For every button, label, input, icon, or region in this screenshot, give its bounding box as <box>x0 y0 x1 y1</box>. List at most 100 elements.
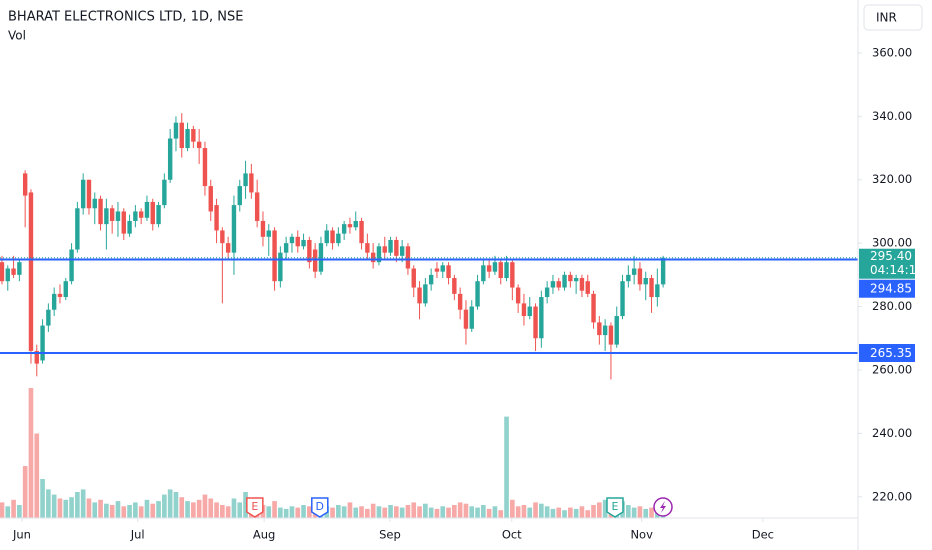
candle-body <box>631 268 637 275</box>
candle-body <box>208 186 213 212</box>
x-tick-label: Oct <box>502 528 522 542</box>
candle-body <box>614 316 619 345</box>
candle-body <box>278 252 283 282</box>
volume-bar <box>225 506 231 518</box>
candle-body <box>34 350 39 364</box>
candle-body <box>469 306 474 329</box>
price-tag <box>859 343 915 362</box>
volume-bar <box>231 498 237 518</box>
candle-body <box>475 281 480 307</box>
volume-bar <box>585 510 591 518</box>
volume-bar <box>527 507 533 518</box>
candle-body <box>573 278 579 282</box>
volume-bar <box>173 492 179 518</box>
candle-body <box>643 278 648 285</box>
volume-bar <box>556 507 562 518</box>
volume-bar <box>185 501 190 518</box>
candle-body <box>289 236 295 244</box>
volume-bar <box>649 507 654 518</box>
currency-label[interactable]: INR <box>876 11 897 25</box>
candle-body <box>109 208 115 221</box>
alert-bolt[interactable] <box>660 501 666 513</box>
candle-body <box>568 274 573 282</box>
volume-bar <box>539 503 544 518</box>
candle-body <box>463 309 469 329</box>
volume-bar <box>104 503 109 518</box>
volume-bar <box>208 498 214 518</box>
volume-bar <box>353 507 359 518</box>
volume-bar <box>533 502 538 518</box>
volume-bar <box>637 506 643 518</box>
candle-body <box>602 325 608 336</box>
candle-body <box>434 268 440 272</box>
candle-body <box>359 220 364 244</box>
x-tick-label: Jun <box>12 528 31 542</box>
x-tick-label: Nov <box>630 528 653 542</box>
volume-bar <box>341 506 347 518</box>
x-tick-label: Jul <box>130 528 145 542</box>
volume-bar <box>80 489 86 518</box>
volume-bar <box>144 499 150 518</box>
volume-bar <box>0 502 5 518</box>
candle-body <box>191 129 196 142</box>
candle-body <box>394 239 399 256</box>
candle-body <box>5 268 10 282</box>
volume-bar <box>295 507 301 518</box>
volume-bar <box>63 499 69 518</box>
volume-bar <box>359 506 364 518</box>
volume-bar <box>434 508 440 518</box>
candle-body <box>138 211 144 218</box>
candle-body <box>51 293 57 310</box>
x-tick-label: Sep <box>379 528 401 542</box>
volume-bar <box>196 499 202 518</box>
candle-body <box>382 246 387 253</box>
candle-body <box>556 281 561 288</box>
candle-body <box>324 230 329 244</box>
candle-body <box>452 278 457 294</box>
candle-body <box>376 246 382 263</box>
candle-body <box>620 281 625 317</box>
candle-body <box>341 224 347 234</box>
candle-body <box>283 243 289 253</box>
candle-body <box>179 122 184 149</box>
candle-body <box>231 205 237 253</box>
volume-bar <box>428 507 434 518</box>
currency-button[interactable] <box>863 4 923 31</box>
candle-body <box>521 303 527 317</box>
volume-bar <box>626 505 631 518</box>
candle-body <box>550 281 556 288</box>
alert-icon[interactable] <box>653 497 673 517</box>
volume-bar <box>214 502 219 518</box>
volume-bar <box>133 502 138 518</box>
volume-bar <box>388 505 393 518</box>
candle-body <box>225 243 231 253</box>
volume-bar <box>127 505 132 518</box>
candle-body <box>608 325 614 345</box>
candle-body <box>440 265 445 272</box>
candle-body <box>347 224 353 228</box>
volume-bar <box>301 505 306 518</box>
plot-area <box>0 113 858 518</box>
candle-body <box>295 236 300 247</box>
candle-body <box>69 249 74 282</box>
volume-bar <box>237 502 243 518</box>
candle-body <box>649 278 654 298</box>
event-label: E <box>251 500 258 513</box>
candle-body <box>365 243 370 253</box>
volume-bar <box>115 501 121 518</box>
candle-body <box>46 309 51 326</box>
price-tag-label: 265.35 <box>870 346 912 360</box>
volume-bar <box>138 506 144 518</box>
candle-body <box>539 297 544 339</box>
candle-body <box>336 233 341 244</box>
volume-bar <box>179 497 185 518</box>
volume-bar <box>162 494 167 518</box>
candle-body <box>481 265 486 282</box>
candle-body <box>28 192 34 351</box>
candle-body <box>562 274 567 288</box>
event-label: D <box>316 500 324 513</box>
y-tick-label: 240.00 <box>872 426 912 440</box>
volume-bar <box>365 508 370 518</box>
volume-bar <box>399 507 405 518</box>
